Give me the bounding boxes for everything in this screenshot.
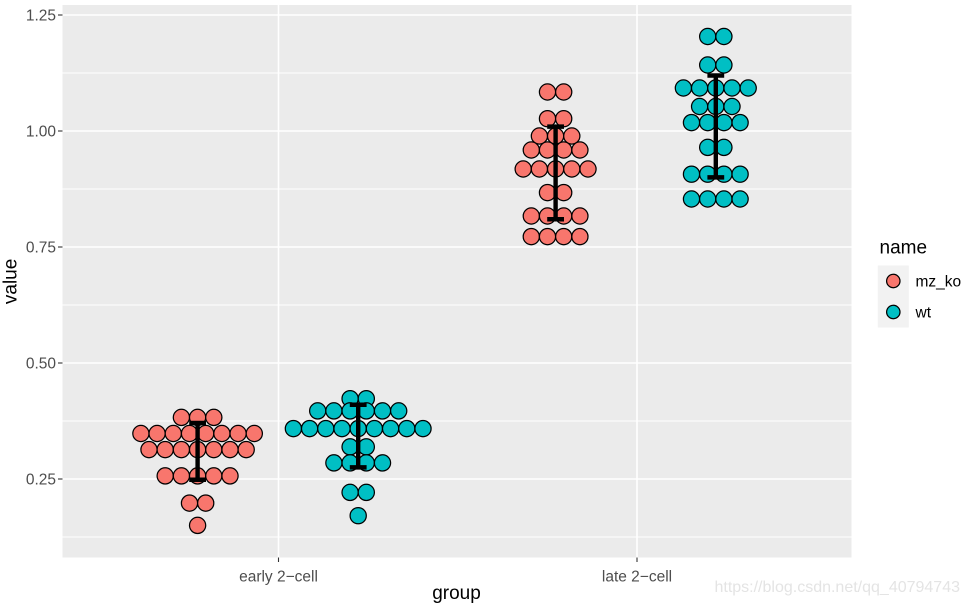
svg-text:wt: wt: [915, 304, 932, 321]
svg-text:value: value: [0, 259, 21, 304]
svg-text:mz_ko: mz_ko: [916, 273, 962, 290]
svg-text:0.75: 0.75: [26, 239, 56, 256]
svg-text:1.00: 1.00: [26, 123, 57, 140]
svg-text:https://blog.csdn.net/qq_40794: https://blog.csdn.net/qq_40794743: [714, 579, 960, 596]
svg-text:1.25: 1.25: [26, 7, 56, 24]
svg-text:name: name: [880, 238, 928, 259]
svg-text:group: group: [432, 583, 481, 604]
svg-text:0.25: 0.25: [26, 471, 56, 488]
svg-text:0.50: 0.50: [26, 355, 57, 372]
svg-text:late 2−cell: late 2−cell: [602, 569, 672, 586]
svg-text:early 2−cell: early 2−cell: [239, 569, 318, 586]
